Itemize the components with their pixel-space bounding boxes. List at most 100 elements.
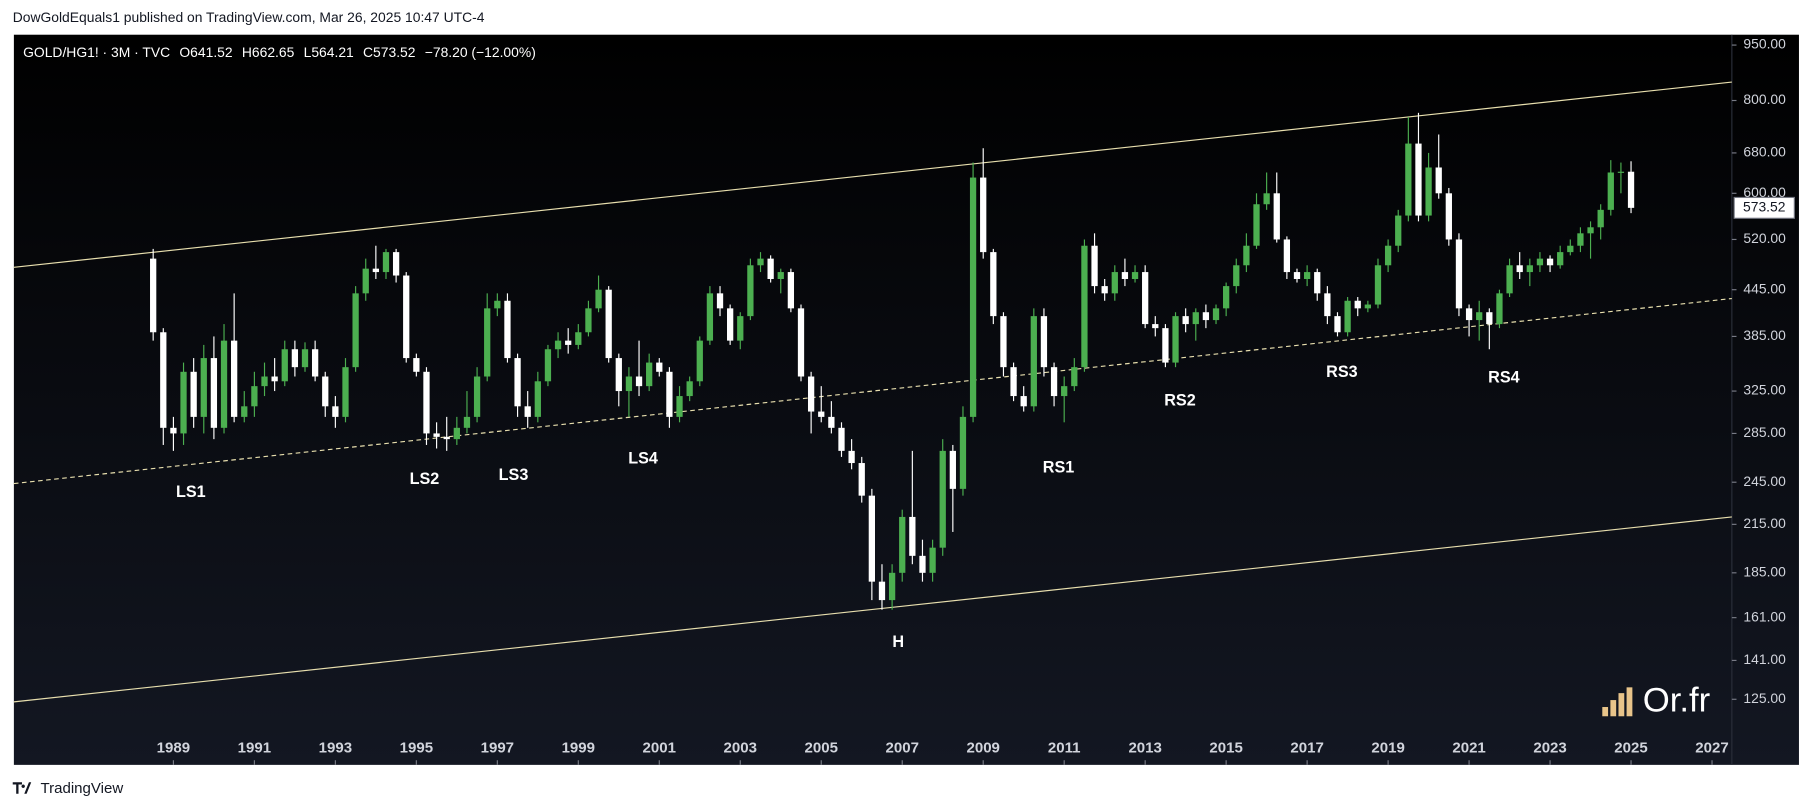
x-tick-label: 2019 (1371, 740, 1404, 757)
candle-body (190, 371, 197, 417)
candle-body (838, 427, 845, 451)
candle-body (828, 416, 835, 428)
y-tick-label: 445.00 (1743, 280, 1786, 296)
candle-body (1293, 272, 1301, 280)
candle-body (1567, 245, 1574, 253)
candle-body (990, 252, 997, 317)
candle-body (1162, 328, 1169, 363)
ohlc-value: 641.52 (190, 44, 233, 60)
candle-body (787, 272, 795, 309)
candle-body (1627, 171, 1635, 208)
candle-body (220, 340, 228, 428)
candle-body (1364, 304, 1371, 309)
x-tick-label: 2009 (966, 740, 999, 757)
candle-body (635, 376, 643, 387)
candle-body (1303, 272, 1311, 280)
ohlc-letter: L (304, 44, 312, 60)
y-tick-label: 325.00 (1743, 382, 1786, 398)
x-tick-label: 2011 (1048, 740, 1081, 757)
candle-body (1617, 171, 1625, 173)
candle-body (696, 340, 703, 382)
candle-body (585, 308, 592, 333)
candle-body (544, 349, 552, 382)
symbol-legend: GOLD/HG1! · 3M · TVC O641.52 H662.65 L564.2… (23, 44, 536, 60)
candle-body (747, 265, 754, 317)
candle-body (453, 427, 460, 440)
candle-body (1273, 193, 1280, 240)
candle-body (625, 376, 633, 392)
candle-body (1010, 367, 1017, 397)
candle-body (504, 300, 511, 359)
candle-body (1445, 193, 1452, 240)
candle-body (413, 358, 420, 372)
candle-body (1395, 215, 1402, 246)
annotation: RS3 (1326, 363, 1357, 381)
x-tick-label: 2017 (1290, 740, 1323, 757)
candle-body (899, 516, 906, 573)
ohlc-letter: H (242, 44, 252, 60)
candle-body (797, 308, 805, 377)
candle-body (1354, 300, 1361, 309)
candle-body (1516, 265, 1523, 273)
candle-body (311, 349, 319, 377)
trend-line (13, 297, 1732, 485)
candle-body (372, 268, 379, 273)
candle-body (615, 358, 622, 392)
candle-body (848, 450, 855, 464)
candle-body (1182, 316, 1189, 325)
candle-body (1314, 272, 1321, 294)
candle-body (261, 376, 268, 387)
candle-body (646, 362, 653, 387)
candle-body (1233, 265, 1240, 287)
candle-body (1465, 308, 1473, 321)
candle-body (1455, 239, 1463, 309)
y-tick-label: 161.00 (1743, 608, 1786, 624)
tv-logo (12, 782, 32, 794)
candle-body (1405, 143, 1412, 216)
candle-body (1587, 227, 1594, 234)
ohlc-value: 564.21 (311, 44, 354, 60)
candle-body (666, 371, 673, 417)
annotation: LS1 (176, 483, 206, 501)
candle-body (1263, 193, 1270, 205)
candle-body (1172, 316, 1179, 363)
candle-body (1081, 245, 1088, 368)
x-tick-label: 1993 (319, 740, 352, 757)
candle-body (403, 275, 410, 359)
candle-body (1020, 396, 1027, 407)
candle-body (1557, 252, 1564, 266)
candle-body (1506, 265, 1513, 294)
candle-body (514, 358, 521, 407)
candle-body (575, 332, 582, 345)
candle-body (1212, 308, 1220, 321)
candle-body (706, 293, 714, 341)
y-tick-label: 385.00 (1743, 327, 1786, 343)
x-tick-label: 2007 (886, 740, 919, 757)
candle-body (565, 340, 572, 345)
candle-body (1334, 316, 1341, 333)
candle-body (423, 371, 430, 434)
candle-body (1486, 312, 1493, 325)
candle-body (534, 381, 541, 417)
annotation: LS2 (410, 470, 440, 488)
candle-body (1111, 272, 1118, 294)
candle-body (554, 340, 562, 350)
x-tick-label: 2001 (643, 740, 676, 757)
y-tick-label: 800.00 (1743, 91, 1786, 107)
candle-body (656, 362, 663, 372)
candle-body (231, 340, 238, 417)
candle-body (180, 371, 187, 434)
y-tick-label: 285.00 (1743, 424, 1786, 440)
x-tick-label: 2015 (1209, 740, 1242, 757)
symbol: GOLD/HG1! · 3M · TVC (23, 44, 170, 60)
candle-body (1091, 245, 1098, 287)
candle-body (1202, 312, 1210, 321)
candle-body (1071, 367, 1078, 387)
candle-body (1577, 233, 1584, 246)
candle-body (210, 358, 218, 428)
candle-body (200, 358, 207, 417)
candle-body (1324, 293, 1331, 317)
candle-body (1546, 258, 1554, 266)
candle-body (888, 572, 896, 601)
